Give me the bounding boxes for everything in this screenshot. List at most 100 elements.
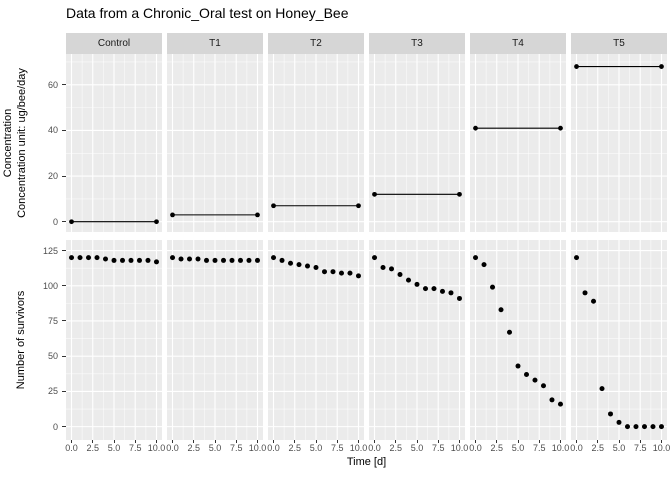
survivor-point — [178, 256, 184, 262]
y-tick-label: 125 — [42, 245, 58, 256]
x-tick-label: 5.0 — [309, 443, 323, 453]
x-tick-mark — [92, 440, 94, 443]
survivor-point — [128, 257, 134, 263]
y-tick-mark — [62, 221, 66, 223]
y-tick-label: 25 — [47, 386, 58, 397]
x-tick-label: 0.0 — [65, 443, 78, 453]
survivor-point — [347, 270, 353, 276]
concentration-point — [69, 219, 74, 225]
x-tick-label: 7.5 — [431, 443, 445, 453]
survivor-point — [313, 264, 319, 270]
x-tick-label: 5.0 — [612, 443, 626, 453]
y-tick-mark — [62, 355, 66, 357]
survivor-point — [330, 269, 336, 275]
survivor-point — [431, 286, 437, 292]
panel-survivors-t5 — [571, 240, 667, 440]
survivor-point — [414, 281, 420, 287]
survivor-point — [195, 256, 201, 262]
y-tick-mark — [62, 129, 66, 131]
survivor-point — [296, 262, 302, 268]
y-tick-mark — [62, 84, 66, 86]
survivor-point — [305, 263, 311, 269]
facet-strip-t1: T1 — [167, 33, 263, 54]
survivor-point — [473, 255, 479, 261]
x-tick-label: 2.5 — [591, 443, 604, 453]
y-axis-title-survivors: Number of survivors — [15, 190, 29, 480]
survivor-point — [633, 424, 639, 430]
x-tick-mark — [193, 440, 195, 443]
survivor-point — [380, 264, 386, 270]
survivor-point — [86, 255, 92, 261]
survivor-point — [77, 255, 83, 261]
survivor-point — [279, 257, 285, 263]
x-tick-mark — [517, 440, 519, 443]
survivor-point — [574, 255, 580, 261]
survivor-point — [448, 290, 454, 296]
x-tick-label: 10.0 — [652, 443, 671, 453]
survivor-point — [229, 257, 235, 263]
survivor-point — [254, 257, 260, 263]
x-tick-mark — [235, 440, 237, 443]
x-tick-label: 7.5 — [330, 443, 344, 453]
facet-strip-t3: T3 — [369, 33, 465, 54]
x-tick-label: 2.5 — [389, 443, 402, 453]
x-tick-mark — [458, 440, 460, 443]
x-tick-mark — [395, 440, 397, 443]
survivor-point — [170, 255, 176, 261]
y-tick-mark — [62, 390, 66, 392]
x-tick-label: 10.0 — [147, 443, 166, 453]
panel-concentration-t5 — [571, 54, 667, 232]
survivor-point — [507, 329, 513, 335]
survivor-point — [406, 277, 412, 283]
x-tick-label: 5.0 — [410, 443, 424, 453]
y-tick-mark — [62, 426, 66, 428]
x-tick-mark — [273, 440, 275, 443]
x-tick-label: 2.5 — [187, 443, 200, 453]
y-tick-label: 75 — [47, 315, 58, 326]
survivor-point — [439, 288, 445, 294]
x-tick-label: 10.0 — [551, 443, 570, 453]
panel-concentration-t2 — [268, 54, 364, 232]
x-tick-label: 5.0 — [511, 443, 525, 453]
panel-survivors-t3 — [369, 240, 465, 440]
x-tick-mark — [559, 440, 561, 443]
panel-concentration-t4 — [470, 54, 566, 232]
x-tick-label: 5.0 — [208, 443, 222, 453]
survivor-point — [69, 255, 75, 261]
survivor-point — [338, 270, 344, 276]
x-tick-mark — [172, 440, 174, 443]
survivor-point — [608, 411, 614, 417]
x-tick-mark — [597, 440, 599, 443]
y-tick-label: 0 — [52, 421, 58, 432]
y-tick-mark — [62, 175, 66, 177]
concentration-point — [271, 203, 276, 209]
x-tick-mark — [475, 440, 477, 443]
survivor-point — [591, 298, 597, 304]
x-tick-mark — [437, 440, 439, 443]
survivor-point — [616, 419, 622, 425]
survivor-point — [658, 424, 664, 430]
x-tick-mark — [538, 440, 540, 443]
x-tick-label: 2.5 — [86, 443, 99, 453]
x-tick-label: 2.5 — [288, 443, 301, 453]
survivor-point — [153, 259, 159, 265]
survivor-point — [237, 257, 243, 263]
survivor-point — [624, 424, 630, 430]
survivor-point — [145, 257, 151, 263]
x-tick-mark — [639, 440, 641, 443]
survivor-point — [288, 260, 294, 266]
concentration-point — [574, 64, 579, 69]
x-tick-label: 0.0 — [166, 443, 179, 453]
y-tick-label: 0 — [52, 216, 58, 227]
x-tick-mark — [294, 440, 296, 443]
facet-strip-t4: T4 — [470, 33, 566, 54]
panel-survivors-t4 — [470, 240, 566, 440]
plot-title: Data from a Chronic_Oral test on Honey_B… — [66, 5, 349, 21]
x-tick-label: 10.0 — [450, 443, 469, 453]
x-tick-label: 0.0 — [469, 443, 482, 453]
facet-strip-control: Control — [66, 33, 162, 54]
y-axis-title-survivors-text: Number of survivors — [15, 290, 27, 390]
survivor-point — [111, 257, 117, 263]
x-tick-label: 0.0 — [368, 443, 381, 453]
survivor-point — [212, 257, 218, 263]
